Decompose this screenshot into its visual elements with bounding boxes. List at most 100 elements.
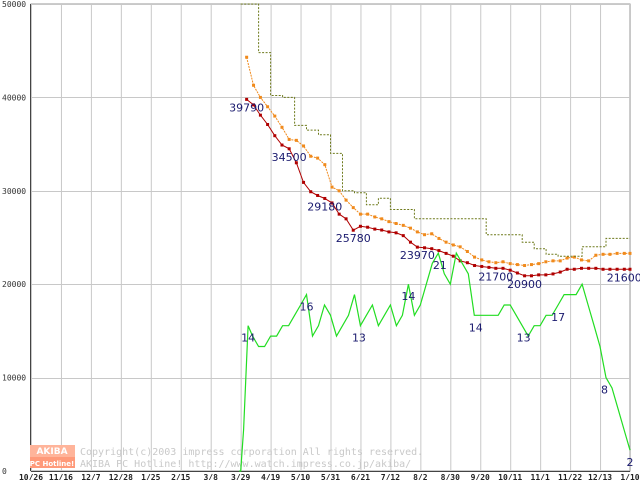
series-1-point (287, 137, 291, 141)
x-tick-label: 5/10 (291, 473, 310, 480)
series-1-point (351, 206, 355, 210)
series-0-point (309, 190, 313, 194)
series-0-point (480, 264, 484, 268)
series-1-point (487, 260, 491, 264)
series-0-point (252, 103, 256, 107)
price-data-label: 29180 (307, 200, 342, 213)
count-data-label: 14 (401, 290, 415, 303)
series-0-point (494, 266, 498, 270)
watermark-url: AKIBA PC Hotline! http://www.watch.impre… (80, 459, 411, 470)
count-data-label: 13 (517, 332, 531, 345)
series-1-point (494, 261, 498, 265)
x-tick-label: 7/12 (381, 473, 400, 480)
x-tick-label: 12/13 (588, 473, 612, 480)
series-1-point (316, 156, 320, 160)
x-tick-label: 9/20 (471, 473, 490, 480)
price-data-label: 23970 (400, 249, 435, 262)
price-data-label: 39790 (229, 101, 264, 114)
x-tick-label: 8/2 (413, 473, 428, 480)
series-0-point (551, 272, 555, 276)
series-0-point (487, 265, 491, 269)
series-line-2 (240, 3, 630, 257)
series-1-point (608, 252, 612, 256)
series-1-point (408, 226, 412, 230)
series-0-point (572, 267, 576, 271)
y-tick-label: 40000 (2, 93, 26, 102)
series-1-point (337, 189, 341, 193)
x-tick-label: 5/31 (321, 473, 340, 480)
x-tick-label: 3/29 (231, 473, 250, 480)
watermark-logo-box-top (30, 445, 75, 457)
series-0-point (358, 224, 362, 228)
series-0-point (508, 268, 512, 272)
count-data-label: 8 (601, 384, 608, 397)
y-tick-label: 10000 (2, 374, 26, 383)
y-axis-ticks: 0 10000 20000 30000 40000 50000 (2, 0, 26, 476)
watermark-logo-bottom: PC Hotline! (30, 460, 74, 468)
series-1-point (558, 259, 562, 263)
series-0-point (408, 240, 412, 244)
series-0-point (558, 270, 562, 274)
series-1-point (579, 258, 583, 262)
x-tick-label: 8/30 (441, 473, 460, 480)
series-0-point (245, 97, 249, 101)
series-0-point (544, 273, 548, 277)
series-0-point (523, 274, 527, 278)
series-0-point (594, 266, 598, 270)
series-1-point (323, 163, 327, 167)
series-1-point (473, 255, 477, 259)
series-1-point (252, 83, 256, 87)
y-tick-label: 20000 (2, 280, 26, 289)
series-0-point (451, 254, 455, 258)
count-data-label: 17 (551, 311, 565, 324)
series-1-point (565, 256, 569, 260)
series-1-point (508, 262, 512, 266)
x-tick-label: 11/1 (531, 473, 550, 480)
series-0-point (473, 264, 477, 268)
x-tick-label: 12/7 (81, 473, 100, 480)
x-tick-label: 1/25 (141, 473, 160, 480)
y-tick-label: 30000 (2, 187, 26, 196)
watermark-logo-box-bottom (30, 457, 75, 468)
series-1-point (501, 260, 505, 264)
y-tick-label: 50000 (2, 0, 26, 9)
x-tick-label: 6/21 (351, 473, 370, 480)
series-0-point (302, 180, 306, 184)
series-1-point (544, 260, 548, 264)
price-data-label: 21700 (478, 270, 513, 283)
series-0-point (430, 247, 434, 251)
series-0-point (323, 196, 327, 200)
series-0-point (529, 274, 533, 278)
x-tick-label: 10/11 (498, 473, 522, 480)
series-1-point (394, 221, 398, 225)
series-1-point (515, 263, 519, 267)
x-tick-label: 10/26 (19, 473, 43, 480)
series-0-point (337, 212, 341, 216)
series-0-point (316, 193, 320, 197)
series-1-point (465, 250, 469, 254)
count-data-label: 14 (241, 332, 255, 345)
x-tick-label: 3/8 (203, 473, 218, 480)
watermark: AKIBA PC Hotline! Copyright(c)2003 impre… (30, 445, 423, 470)
price-data-label: 25780 (336, 232, 371, 245)
series-1-point (280, 125, 284, 129)
x-axis-ticks: 10/26 11/16 12/7 12/28 1/25 2/15 3/8 3/29 4/19 5/… (19, 473, 640, 480)
series-1-point (366, 212, 370, 216)
y-tick-label: 0 (2, 467, 7, 476)
series-0-point (565, 267, 569, 271)
series-1-point (444, 240, 448, 244)
series-1-point (587, 259, 591, 263)
series-1-point (523, 264, 527, 268)
series-1-point (628, 251, 632, 255)
series-1-point (358, 212, 362, 216)
series-1-point (458, 245, 462, 249)
series-0-point (258, 113, 262, 117)
series-0-point (579, 266, 583, 270)
series-0-point (273, 134, 277, 138)
series-1-point (387, 220, 391, 224)
series-1-point (344, 198, 348, 202)
price-data-label: 20900 (507, 278, 542, 291)
series-0-point (351, 228, 355, 232)
